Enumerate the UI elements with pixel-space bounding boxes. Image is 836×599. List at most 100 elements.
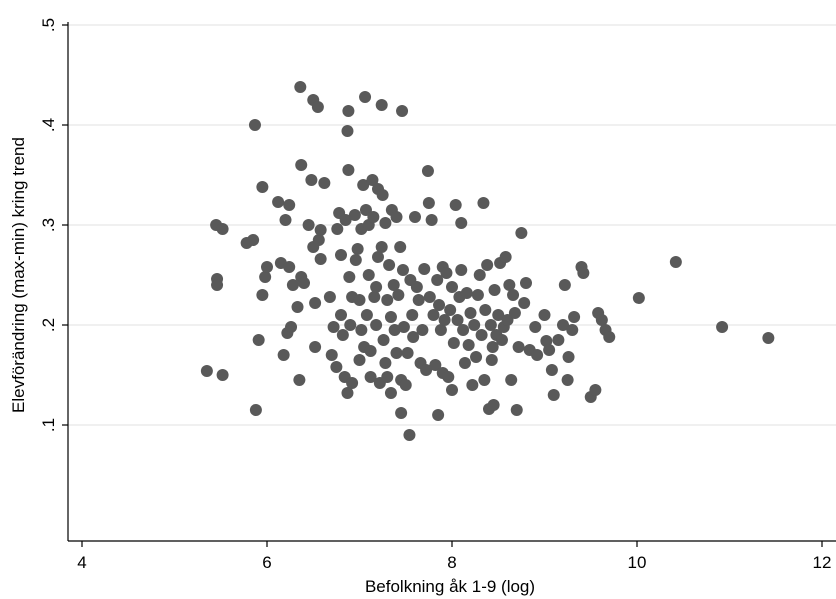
data-point: [390, 211, 403, 223]
data-point: [451, 314, 464, 326]
data-point: [353, 294, 366, 306]
x-tick-label: 8: [447, 553, 456, 572]
data-point: [351, 243, 364, 255]
data-point: [272, 196, 285, 208]
data-point: [376, 189, 389, 201]
data-point: [505, 374, 518, 386]
data-point: [434, 324, 447, 336]
data-point: [543, 344, 556, 356]
data-point: [252, 334, 265, 346]
data-point: [279, 214, 292, 226]
data-point: [401, 347, 414, 359]
data-point: [446, 281, 458, 293]
data-point: [427, 309, 440, 321]
data-point: [518, 297, 531, 309]
data-point: [508, 307, 521, 319]
data-point: [455, 264, 468, 276]
data-point: [520, 277, 532, 289]
data-point: [484, 319, 497, 331]
data-point: [507, 289, 520, 301]
data-point: [327, 321, 340, 333]
data-point: [503, 279, 516, 291]
x-tick-label: 12: [813, 553, 832, 572]
x-tick-label: 4: [77, 553, 86, 572]
y-tick-label: .2: [39, 318, 58, 332]
data-point: [446, 384, 458, 396]
data-point: [566, 324, 579, 336]
data-point: [669, 256, 682, 268]
data-point: [409, 211, 421, 223]
data-point: [211, 279, 224, 291]
data-point: [431, 274, 444, 286]
data-point: [457, 324, 470, 336]
data-point: [438, 314, 451, 326]
data-point: [336, 329, 349, 341]
y-tick-label: .3: [39, 218, 58, 232]
data-point: [492, 309, 505, 321]
data-point: [399, 379, 412, 391]
data-point: [603, 331, 616, 343]
data-point: [557, 319, 569, 331]
data-point: [396, 264, 409, 276]
data-point: [531, 349, 544, 361]
data-point: [309, 297, 322, 309]
data-point: [562, 351, 575, 363]
data-point: [368, 291, 381, 303]
data-point: [318, 177, 331, 189]
data-point: [449, 199, 462, 211]
y-tick-label: .5: [39, 18, 58, 32]
data-point: [349, 254, 362, 266]
data-point: [323, 291, 336, 303]
data-point: [256, 289, 269, 301]
data-points: [200, 81, 775, 441]
data-point: [423, 291, 436, 303]
data-point: [410, 281, 423, 293]
data-point: [355, 324, 368, 336]
data-point: [259, 271, 272, 283]
data-point: [552, 334, 565, 346]
data-point: [247, 234, 260, 246]
data-point: [464, 307, 477, 319]
data-point: [216, 223, 229, 235]
data-point: [305, 174, 318, 186]
data-point: [479, 304, 492, 316]
data-point: [538, 309, 551, 321]
data-point: [261, 261, 273, 273]
data-point: [298, 277, 310, 289]
data-point: [568, 311, 581, 323]
data-point: [200, 365, 213, 377]
data-point: [381, 294, 394, 306]
data-point: [375, 241, 388, 253]
data-point: [342, 164, 355, 176]
data-point: [339, 214, 352, 226]
data-point: [302, 219, 315, 231]
data-point: [311, 101, 324, 113]
data-point: [447, 337, 460, 349]
data-point: [444, 304, 457, 316]
data-point: [387, 279, 400, 291]
data-point: [589, 384, 602, 396]
data-point: [495, 334, 508, 346]
data-point: [632, 292, 645, 304]
data-point: [216, 369, 229, 381]
data-point: [470, 351, 483, 363]
data-point: [384, 387, 397, 399]
data-point: [403, 429, 416, 441]
data-point: [462, 339, 475, 351]
data-point: [406, 309, 419, 321]
data-point: [540, 335, 553, 347]
data-point: [433, 299, 446, 311]
data-point: [407, 331, 420, 343]
x-tick-label: 6: [262, 553, 271, 572]
data-point: [460, 287, 473, 299]
data-point: [432, 409, 445, 421]
data-point: [377, 334, 390, 346]
data-point: [291, 301, 304, 313]
data-point: [412, 294, 425, 306]
data-point: [295, 159, 308, 171]
data-point: [487, 399, 500, 411]
data-point: [547, 389, 560, 401]
data-point: [314, 253, 327, 265]
data-point: [294, 81, 307, 93]
